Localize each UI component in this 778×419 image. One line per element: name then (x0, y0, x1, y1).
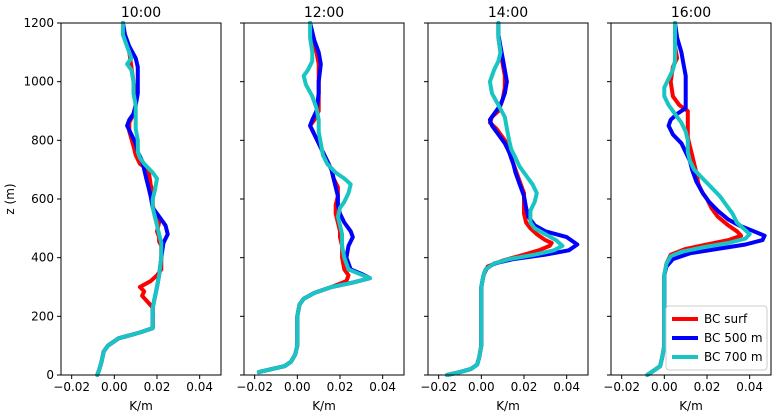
y-tick-label: 0 (46, 368, 54, 382)
y-axis-label: z (m) (3, 183, 17, 214)
x-tick-label: 0.04 (186, 380, 213, 394)
series-line-bc-700-m (95, 21, 164, 377)
series-line-bc-500-m (256, 21, 372, 375)
y-tick-label: 400 (31, 251, 54, 265)
x-axis-label: K/m (312, 399, 336, 413)
x-tick-label: 0.02 (694, 380, 721, 394)
x-tick-label: −0.02 (420, 380, 457, 394)
panel-title: 16:00 (671, 5, 711, 21)
plot-frame (60, 22, 222, 376)
legend: BC surf BC 500 m BC 700 m (665, 305, 768, 371)
panel-2: 14:00 −0.02 0.00 0.02 0.04 K/m (420, 5, 589, 413)
panel-title: 12:00 (304, 5, 344, 21)
y-tick-label: 600 (31, 192, 54, 206)
x-tick-label: −0.02 (603, 380, 640, 394)
x-tick-label: 0.04 (736, 380, 763, 394)
x-tick-label: 0.02 (511, 380, 538, 394)
legend-label: BC surf (704, 312, 748, 326)
x-axis-label: K/m (496, 399, 520, 413)
x-tick-label: 0.04 (553, 380, 580, 394)
plot-frame (243, 22, 405, 376)
legend-label: BC 700 m (704, 350, 763, 364)
series-line-bc-700-m (445, 21, 565, 377)
legend-label: BC 500 m (704, 331, 763, 345)
y-tick-label: 1200 (23, 16, 54, 30)
x-axis-label: K/m (679, 399, 703, 413)
y-tick-label: 800 (31, 133, 54, 147)
x-tick-label: 0.00 (101, 380, 128, 394)
x-tick-label: 0.02 (327, 380, 354, 394)
series-line-bc-500-m (445, 21, 580, 377)
x-tick-label: 0.00 (284, 380, 311, 394)
panel-0: 10:00 −0.02 0.00 0.02 0.04 K/m 0 200 400 600 800 10… (23, 5, 222, 413)
y-tick-label: 1000 (23, 75, 54, 89)
series-line-bc-700-m (256, 21, 372, 375)
plot-frame (427, 22, 589, 376)
y-tick-label: 200 (31, 309, 54, 323)
x-tick-label: 0.00 (651, 380, 678, 394)
panel-3: 16:00 −0.02 0.00 0.02 0.04 K/m (603, 5, 772, 413)
panel-1: 12:00 −0.02 0.00 0.02 0.04 K/m (236, 5, 405, 413)
x-tick-label: −0.02 (236, 380, 273, 394)
legend-box (665, 305, 768, 371)
series-line-bc-700-m (645, 21, 752, 377)
x-axis-label: K/m (129, 399, 153, 413)
panels: 10:00 −0.02 0.00 0.02 0.04 K/m 0 200 400 600 800 10… (23, 5, 772, 413)
panel-title: 14:00 (488, 5, 528, 21)
x-tick-label: 0.04 (369, 380, 396, 394)
panel-title: 10:00 (121, 5, 161, 21)
x-tick-label: 0.00 (468, 380, 495, 394)
x-tick-label: −0.02 (53, 380, 90, 394)
x-tick-label: 0.02 (144, 380, 171, 394)
